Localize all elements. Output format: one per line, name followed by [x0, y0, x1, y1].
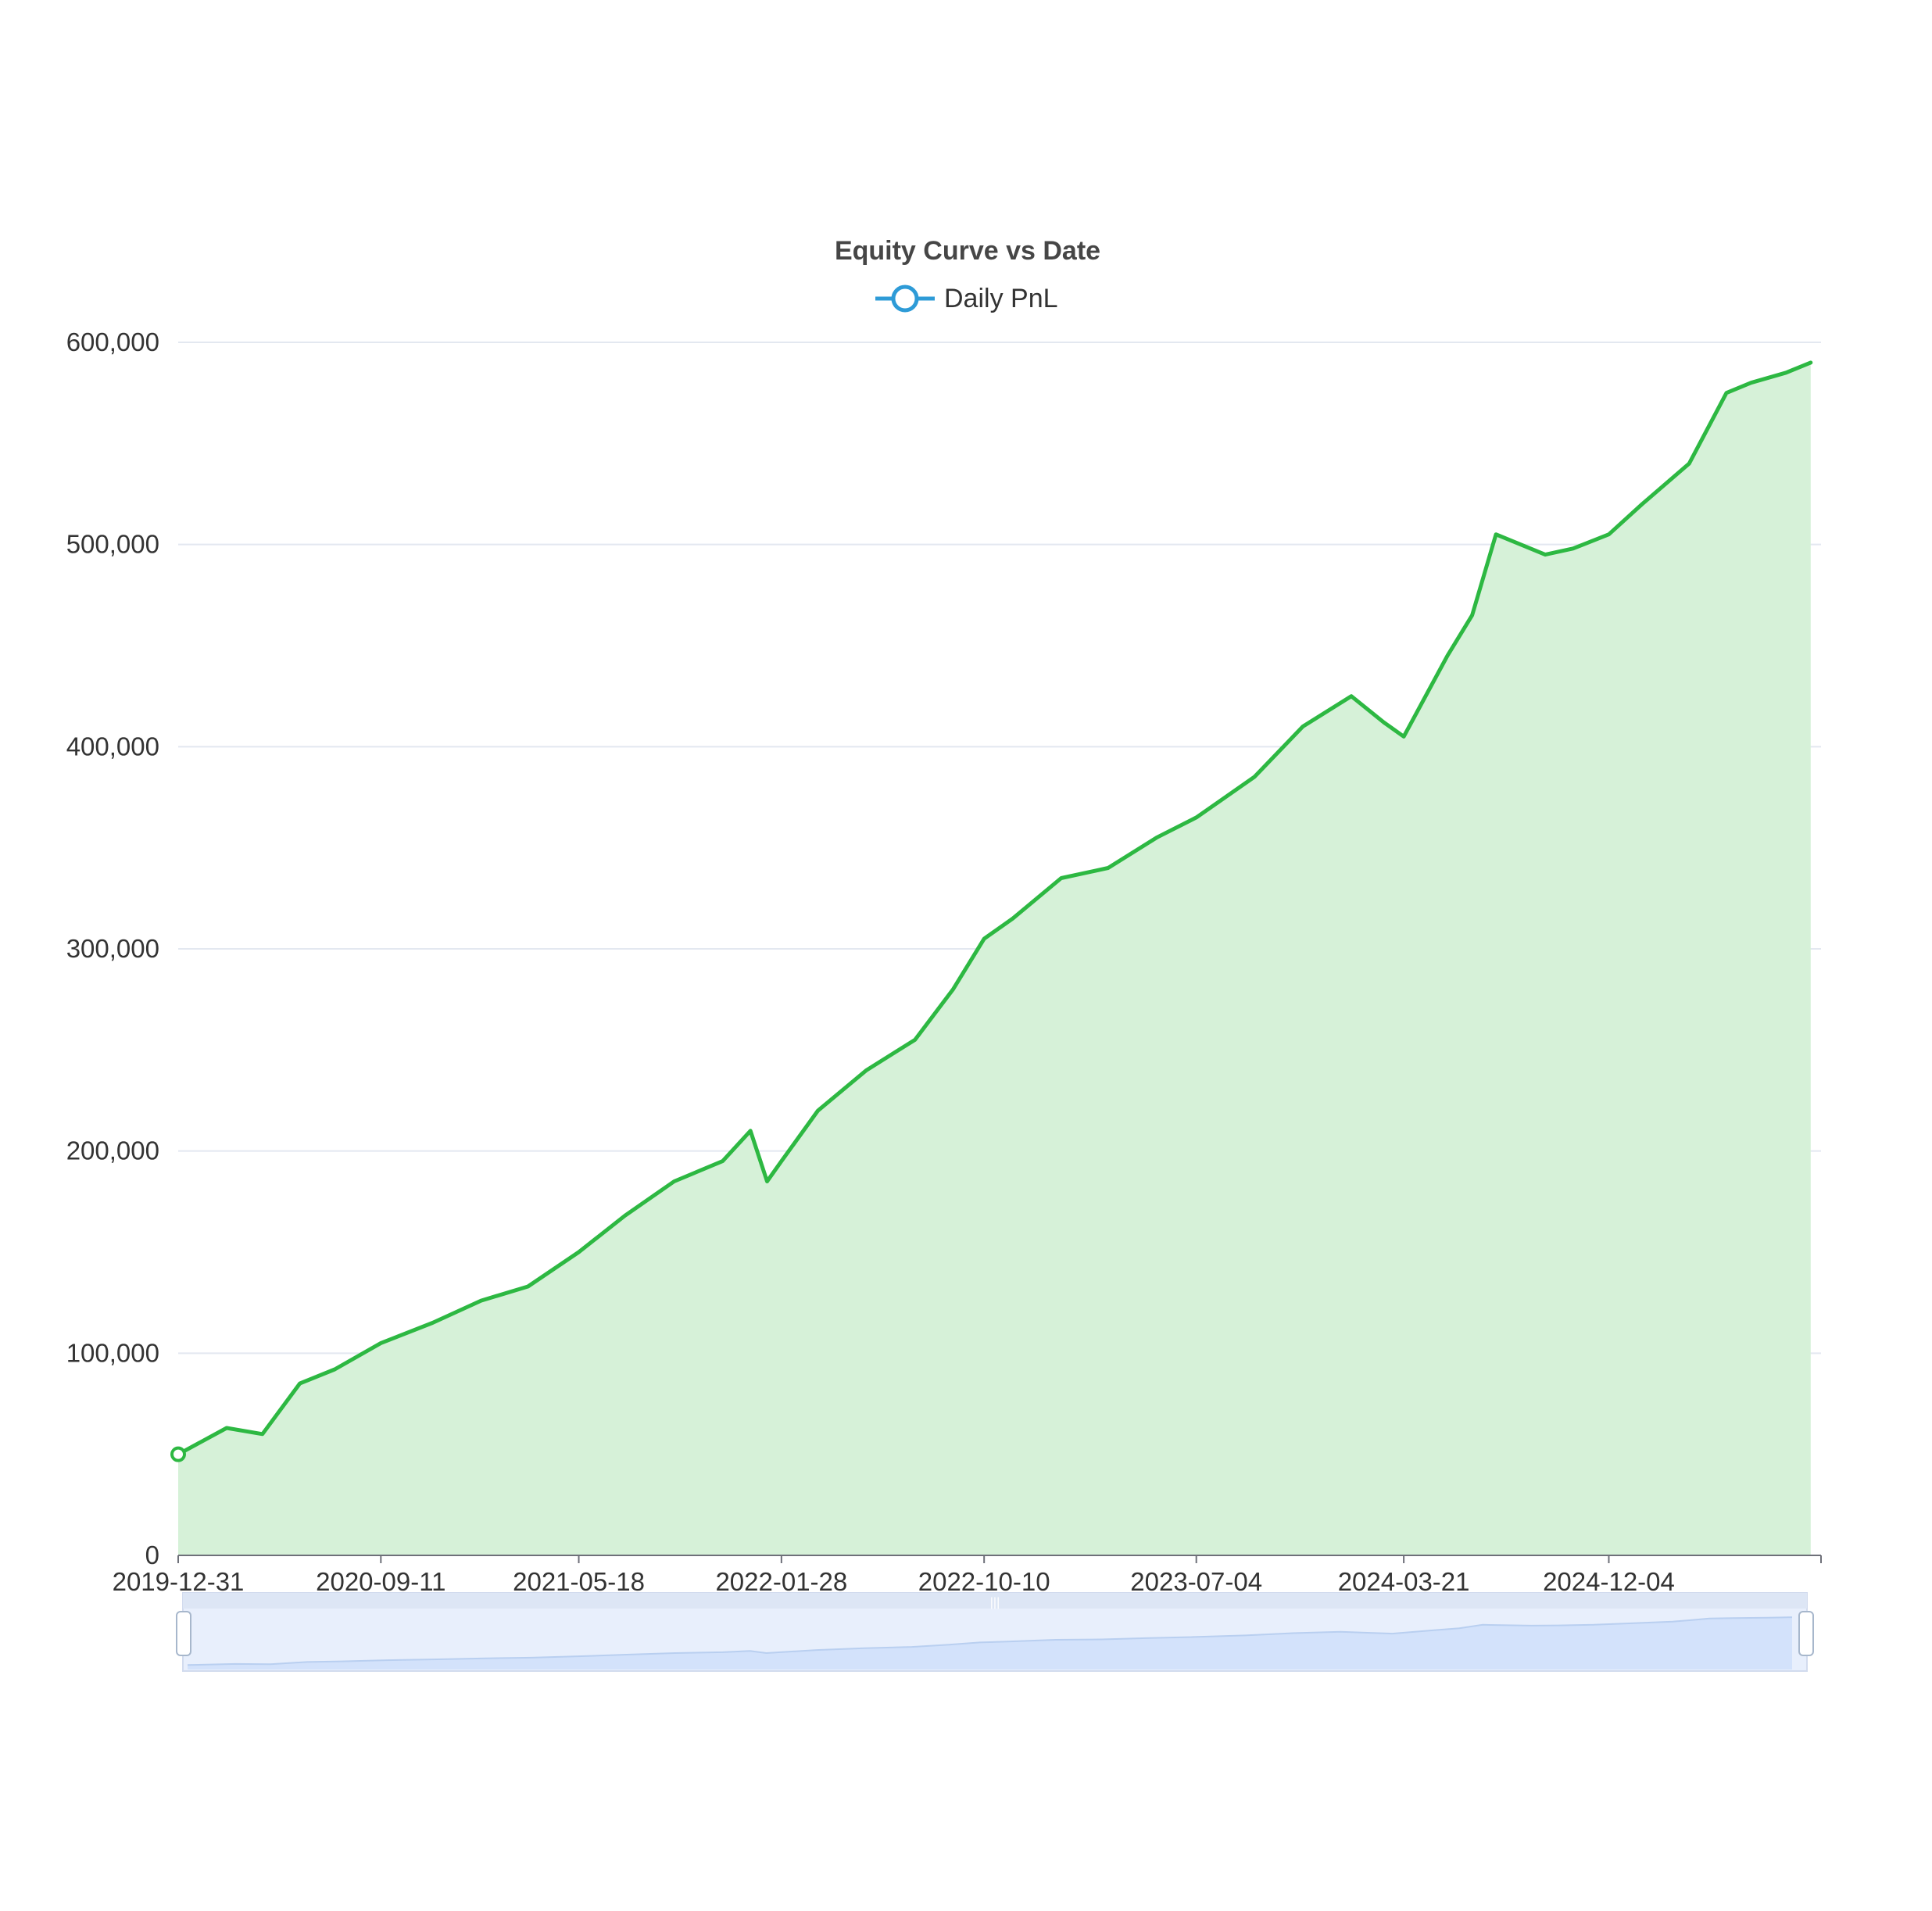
- data-point: [431, 1322, 434, 1325]
- y-tick-label: 500,000: [66, 530, 159, 559]
- x-tick-label: 2024-12-04: [1543, 1567, 1675, 1596]
- data-point: [780, 1160, 783, 1163]
- data-zoom-left-handle[interactable]: [176, 1611, 191, 1656]
- y-axis: 0 100,000 200,000 300,000 400,000 500,000 600,…: [66, 327, 159, 1569]
- data-point: [1402, 735, 1405, 738]
- data-point: [721, 1160, 724, 1163]
- data-point: [1060, 876, 1063, 879]
- y-tick-label: 200,000: [66, 1136, 159, 1165]
- data-point: [1155, 836, 1158, 839]
- data-point: [766, 1179, 769, 1183]
- data-point: [299, 1382, 302, 1385]
- data-zoom-mini-line: [187, 1616, 1793, 1666]
- data-point: [1301, 725, 1304, 728]
- legend-circle-icon: [891, 285, 919, 313]
- data-point: [914, 1038, 917, 1041]
- data-point: [1640, 503, 1644, 506]
- data-point: [1011, 917, 1014, 920]
- data-point: [1725, 392, 1728, 395]
- y-tick-label: 400,000: [66, 732, 159, 760]
- x-tick-label: 2023-07-04: [1130, 1567, 1262, 1596]
- data-point: [982, 937, 986, 940]
- data-point: [578, 1251, 581, 1254]
- y-tick-label: 0: [145, 1541, 159, 1569]
- data-point: [261, 1433, 264, 1436]
- y-tick-label: 100,000: [66, 1338, 159, 1367]
- data-point: [333, 1368, 336, 1371]
- data-zoom-top-bar[interactable]: [183, 1593, 1807, 1609]
- data-point: [749, 1129, 752, 1133]
- data-point: [1494, 533, 1497, 536]
- x-tick-label: 2020-09-11: [316, 1567, 445, 1596]
- data-point: [1195, 816, 1198, 819]
- series-start-marker: [170, 1446, 186, 1462]
- data-point: [952, 988, 955, 991]
- data-zoom-slider[interactable]: |||: [176, 1592, 1814, 1672]
- data-point: [1446, 654, 1449, 657]
- x-tick-label: 2021-05-18: [513, 1567, 645, 1596]
- data-point: [1607, 533, 1610, 536]
- data-point: [1572, 547, 1575, 550]
- data-point: [817, 1109, 820, 1112]
- data-point: [526, 1285, 529, 1288]
- x-tick-label: 2024-03-21: [1338, 1567, 1470, 1596]
- x-tick-label: 2019-12-31: [113, 1567, 245, 1596]
- data-point: [1107, 867, 1110, 870]
- data-point: [1253, 775, 1256, 778]
- data-zoom-right-handle[interactable]: [1798, 1611, 1814, 1656]
- data-point: [865, 1068, 868, 1072]
- data-point: [479, 1299, 482, 1302]
- data-point: [1350, 695, 1353, 698]
- y-tick-label: 600,000: [66, 327, 159, 356]
- series-area: [178, 362, 1811, 1555]
- data-point: [1544, 553, 1547, 556]
- data-point: [1784, 371, 1787, 374]
- y-tick-label: 300,000: [66, 934, 159, 963]
- data-point: [1809, 361, 1812, 364]
- data-zoom-grip-icon[interactable]: |||: [990, 1596, 1000, 1609]
- x-axis: 2019-12-31 2020-09-11 2021-05-18 2022-01-28…: [113, 1555, 1822, 1596]
- data-point: [225, 1426, 228, 1430]
- data-point: [1750, 381, 1753, 385]
- series-layer: [170, 360, 1813, 1555]
- data-point: [624, 1214, 627, 1217]
- data-point: [1687, 462, 1690, 465]
- data-point: [379, 1341, 382, 1344]
- x-tick-label: 2022-10-10: [918, 1567, 1050, 1596]
- chart-title: Equity Curve vs Date: [835, 236, 1100, 266]
- data-point: [1383, 721, 1386, 724]
- legend[interactable]: Daily PnL: [875, 284, 1058, 313]
- data-point: [673, 1179, 676, 1183]
- x-tick-label: 2022-01-28: [715, 1567, 847, 1596]
- legend-label: Daily PnL: [944, 284, 1058, 313]
- data-point: [1471, 614, 1474, 617]
